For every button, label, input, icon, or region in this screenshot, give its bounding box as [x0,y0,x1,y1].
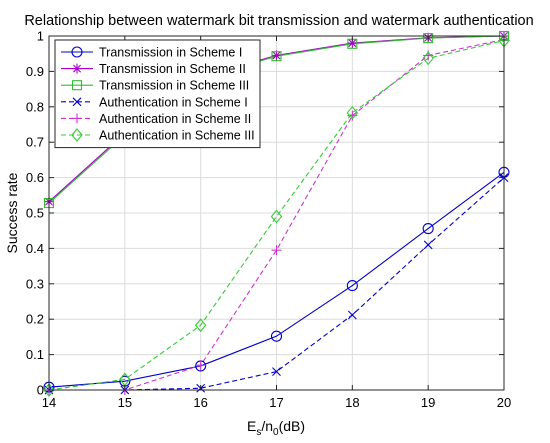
diamond-marker-shape [43,383,55,397]
x-tick-label: 15 [118,395,132,410]
legend-marker [72,97,82,107]
legend-entry-label: Transmission in Scheme III [99,79,249,93]
y-tick-label: 0.6 [26,170,44,185]
diamond-marker-shape [422,51,434,66]
y-axis-label: Success rate [4,172,20,253]
x-tick-label: 19 [421,395,435,410]
legend-box [54,39,261,149]
y-axis-ticks: 0 0.1 0.2 0.3 0.4 0.5 0.6 0.7 0.8 0.9 1 [26,29,504,398]
data-point [346,280,358,292]
x-tick-label: 16 [193,395,207,410]
diamond-marker-shape [194,318,207,333]
diamond-marker-shape [346,105,359,120]
legend-marker [71,46,83,58]
data-point [43,383,55,397]
x-axis-ticks: 14 15 16 17 18 19 20 [42,36,511,410]
data-point [423,33,434,44]
chart-title: Relationship between watermark bit trans… [24,13,533,29]
asterisk-marker-stroke [272,51,281,60]
diamond-marker-shape [71,128,83,142]
data-point [195,360,206,371]
y-tick-label: 0.9 [26,64,44,79]
legend-marker [71,80,83,91]
asterisk-marker-stroke [348,39,357,48]
square-marker-shape [71,80,83,91]
square-marker-shape [271,51,282,62]
data-point [346,105,359,120]
x-tick-label: 20 [497,395,511,410]
legend-marker [72,63,82,74]
legend-marker [72,113,82,124]
x-marker-stroke [72,97,82,107]
x-tick-label: 18 [345,395,359,410]
circle-marker-shape [270,330,283,342]
data-point [270,209,283,224]
data-point [270,330,283,342]
circle-marker-shape [71,46,83,58]
data-point [272,367,281,376]
x-tick-label: 17 [269,395,283,410]
series-line [48,171,505,388]
legend-entry-label: Transmission in Scheme I [99,46,242,60]
x-axis-label: Es/n0(dB) [247,418,305,438]
diamond-marker-shape [270,209,283,224]
legend-entry-label: Authentication in Scheme II [99,112,251,126]
data-point [271,245,282,256]
x-marker-stroke [423,240,433,250]
x-marker-stroke [347,310,357,320]
y-tick-label: 0.5 [26,206,44,221]
data-point [271,50,282,61]
data-point [194,318,207,333]
y-tick-label: 0.8 [26,99,44,114]
legend: Transmission in Scheme I Transmission in … [54,39,261,149]
y-tick-label: 0.4 [26,241,44,256]
data-point [422,51,434,66]
asterisk-marker-stroke [73,64,81,73]
legend-entry-label: Authentication in Scheme III [99,129,255,143]
y-tick-label: 0 [37,383,44,398]
square-marker-shape [423,33,434,44]
legend-marker [71,128,83,142]
x-tick-label: 14 [42,395,56,410]
circle-marker-shape [346,280,358,292]
x-marker-stroke [272,367,281,376]
y-tick-label: 0.7 [26,135,44,150]
y-tick-label: 0.3 [26,276,44,291]
legend-entry-label: Transmission in Scheme II [99,62,246,76]
y-tick-label: 1 [37,29,44,44]
y-tick-label: 0.2 [26,312,44,327]
y-tick-label: 0.1 [26,347,44,362]
data-point [423,240,433,250]
circle-marker-shape [422,223,434,235]
data-point [347,310,357,320]
data-point [422,223,434,235]
data-point [271,51,282,62]
legend-entry-label: Authentication in Scheme I [99,95,248,109]
